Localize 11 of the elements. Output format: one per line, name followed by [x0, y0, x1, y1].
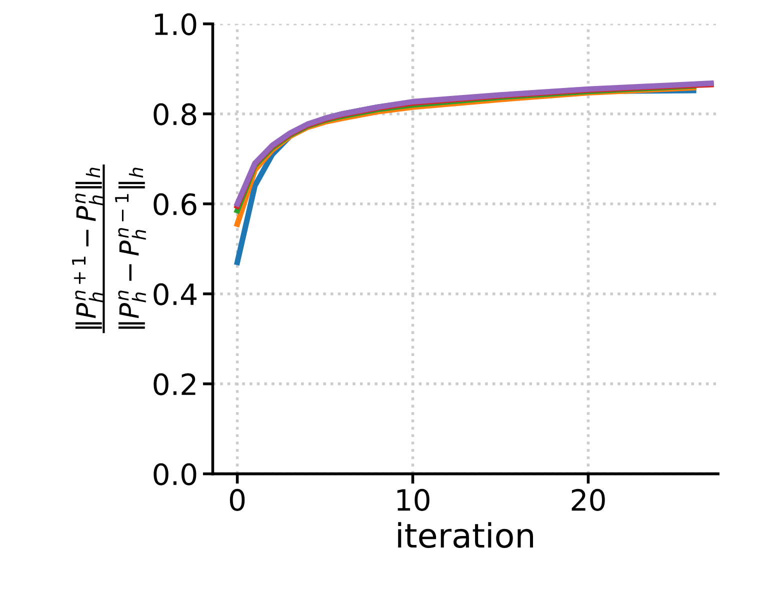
y-tick-label: 0.0	[154, 463, 196, 486]
y-tick-label: 0.6	[154, 193, 196, 216]
text: ‖P$^{n+1}$$_{h}$−P$^{n}$$_{h}$‖$_{h}$ ‖P$^{n}$$_{h}$−P$^{n−1}$$_{h}$‖$_{h}$	[72, 168, 146, 329]
y-tick-label: 0.4	[154, 283, 197, 306]
x-axis-title: iteration	[398, 522, 533, 548]
y-tick-label: 1.0	[154, 13, 196, 36]
x-tick-label: 10	[397, 488, 430, 511]
y-tick-label: 0.8	[154, 103, 196, 126]
x-tick-label: 20	[572, 488, 605, 511]
y-tick-label: 0.2	[154, 373, 196, 396]
x-tick-label: 0	[230, 488, 245, 511]
